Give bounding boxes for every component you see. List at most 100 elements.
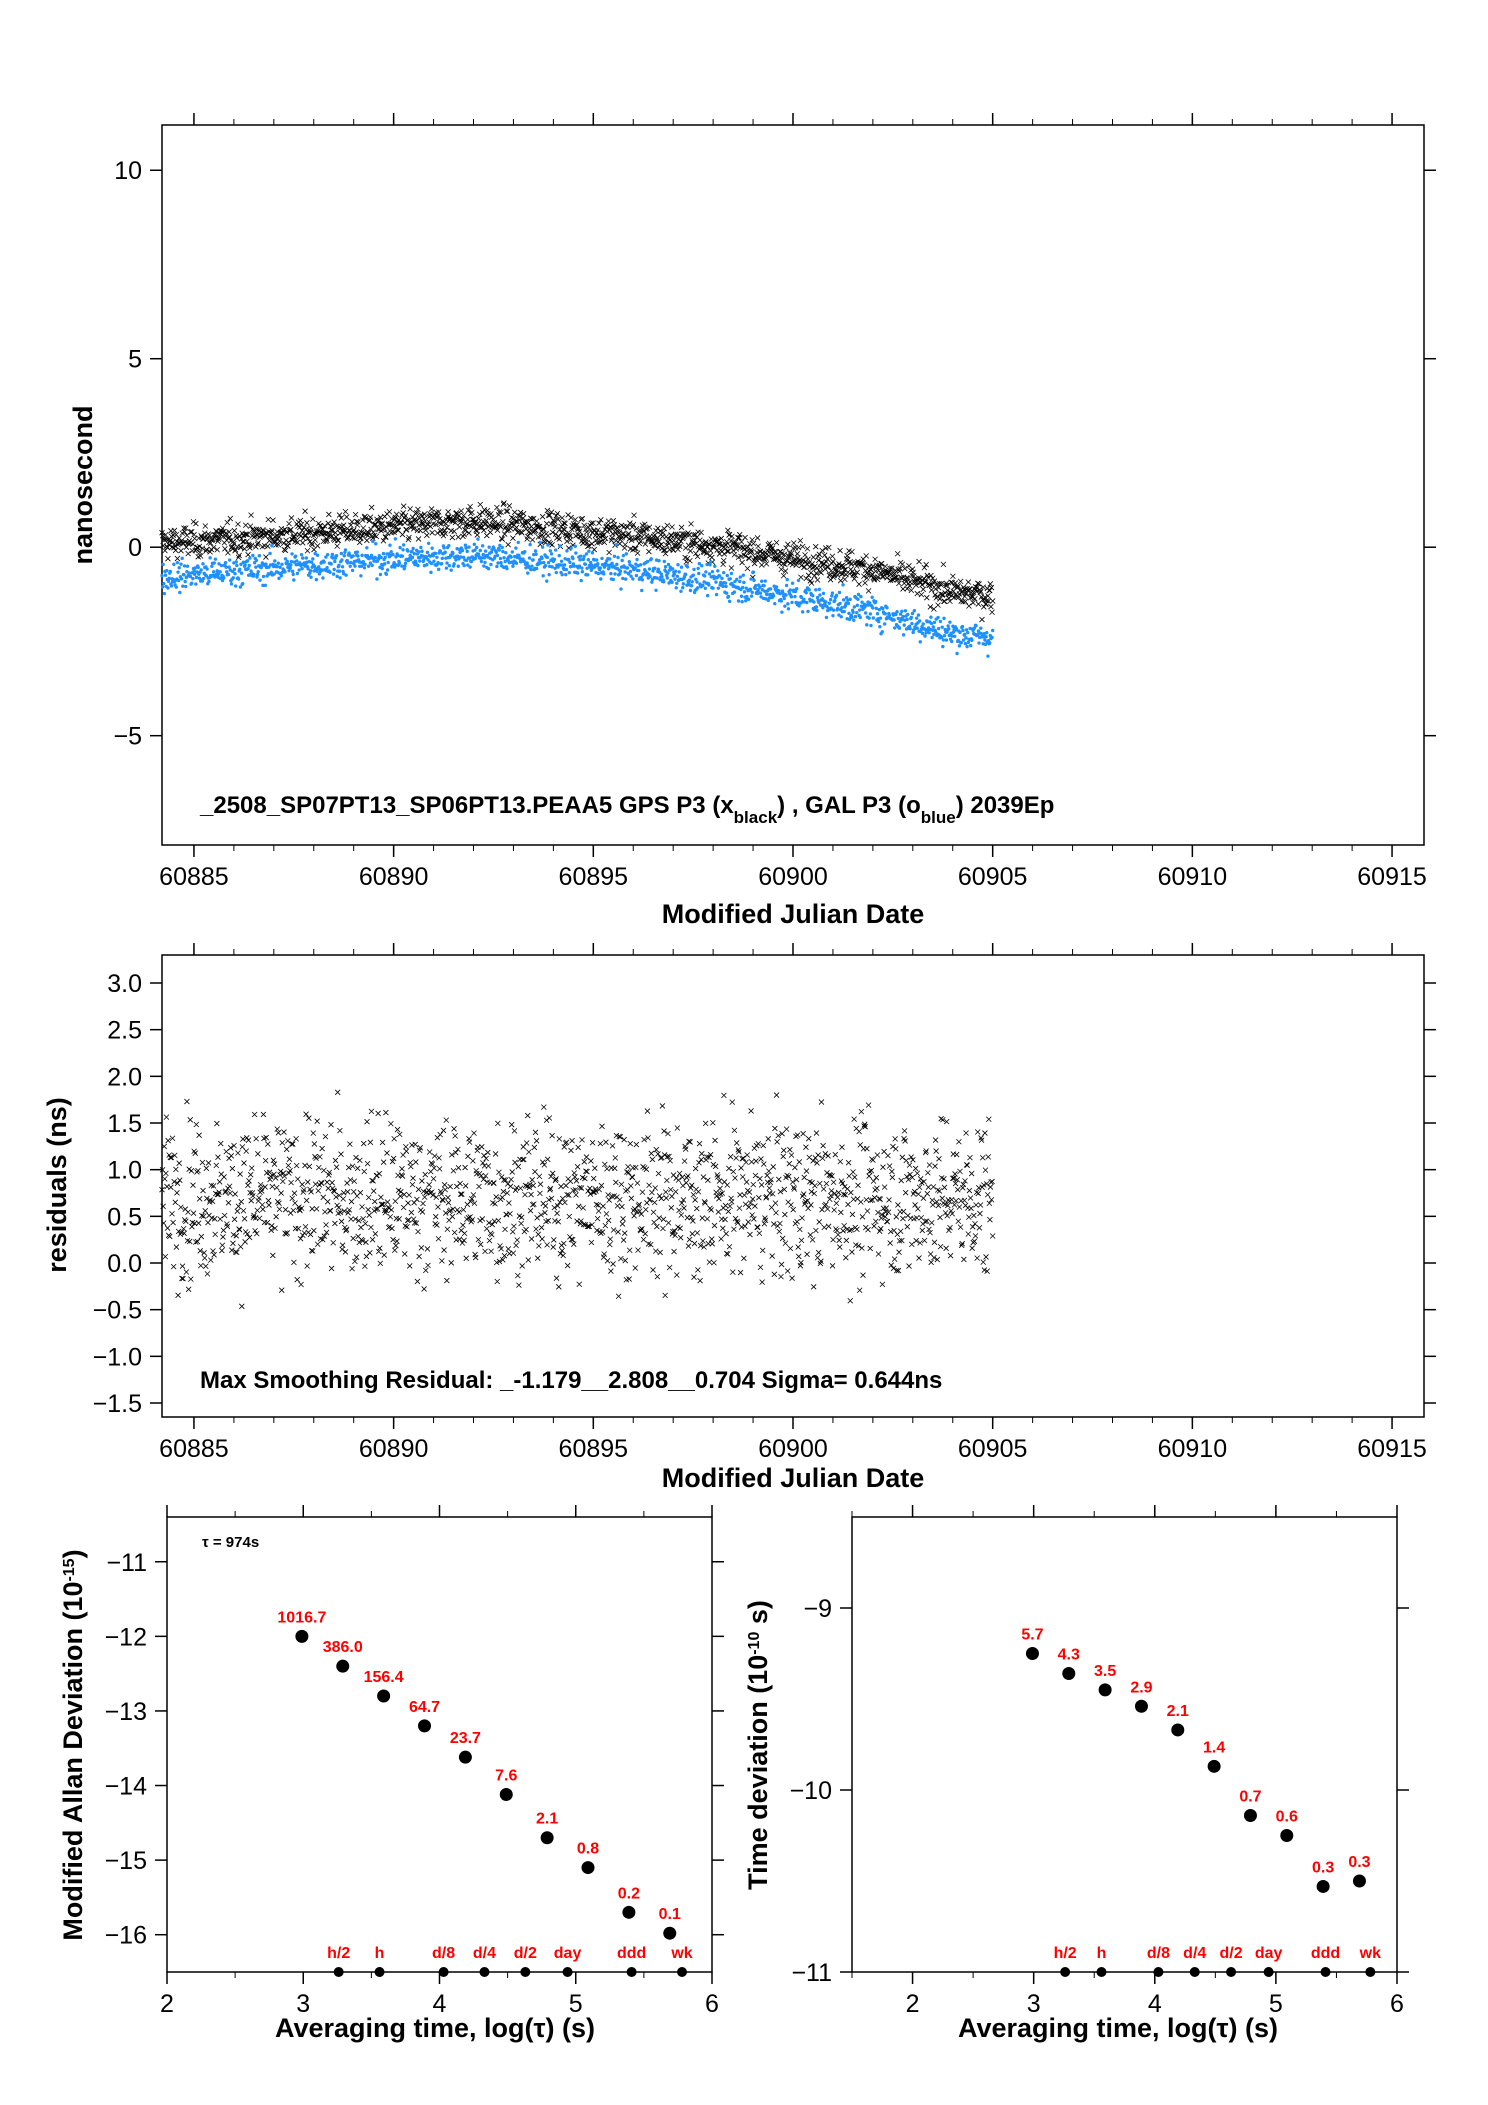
gal-point <box>167 576 171 581</box>
residual-point <box>724 1182 731 1188</box>
residual-point <box>289 1141 296 1147</box>
gps-point <box>851 576 858 582</box>
gal-point <box>951 630 956 634</box>
residual-point <box>739 1174 746 1180</box>
residual-point <box>373 1206 379 1213</box>
phase-series-caption: _2508_SP07PT13_SP06PT13.PEAA5 GPS P3 (xb… <box>199 792 1054 827</box>
residual-point <box>779 1235 786 1242</box>
residual-point <box>964 1162 970 1168</box>
residual-point <box>531 1144 538 1151</box>
residual-point <box>345 1210 351 1216</box>
residual-point <box>933 1148 939 1154</box>
gal-point <box>909 615 914 620</box>
residual-point <box>746 1204 752 1210</box>
gps-point <box>276 538 283 544</box>
gal-point <box>988 641 992 645</box>
gal-point <box>670 580 674 584</box>
gal-point <box>847 611 851 616</box>
residual-point <box>528 1191 534 1198</box>
gal-point <box>844 596 849 600</box>
residual-point <box>688 1214 695 1221</box>
gal-point <box>546 560 551 565</box>
residual-point <box>743 1159 749 1166</box>
gps-point <box>162 532 169 538</box>
residual-point <box>808 1188 815 1195</box>
gal-point <box>841 583 845 587</box>
residual-point <box>621 1136 627 1143</box>
gps-point <box>863 553 869 559</box>
gps-point <box>630 521 637 528</box>
gal-point <box>400 564 404 568</box>
deviation-point <box>295 1629 309 1643</box>
gal-point <box>181 584 185 588</box>
residual-point <box>926 1226 932 1233</box>
gal-point <box>374 542 378 546</box>
residual-point <box>900 1215 906 1222</box>
residual-point <box>235 1150 241 1156</box>
residual-point <box>522 1191 528 1198</box>
gps-point <box>579 515 586 522</box>
gal-point <box>252 561 257 565</box>
residual-point <box>617 1134 624 1140</box>
gal-point <box>426 541 431 545</box>
gal-point <box>392 561 396 565</box>
residual-point <box>670 1228 676 1235</box>
gps-point <box>222 546 228 552</box>
residual-point <box>705 1177 711 1183</box>
gal-point <box>285 559 289 564</box>
residual-point <box>588 1158 594 1164</box>
gal-point <box>957 644 962 648</box>
gal-point <box>703 586 707 590</box>
residual-point <box>414 1278 421 1285</box>
residual-point <box>178 1204 184 1211</box>
gps-point <box>545 532 551 539</box>
residual-point <box>196 1196 203 1202</box>
gal-point <box>627 572 631 576</box>
gal-point <box>952 634 957 638</box>
residual-point <box>269 1183 276 1190</box>
residual-point <box>769 1191 776 1197</box>
x-tick-label: 4 <box>433 1990 447 2018</box>
residual-point <box>625 1169 632 1176</box>
residual-point <box>949 1210 956 1217</box>
gps-point <box>210 544 217 551</box>
residual-point <box>915 1206 921 1212</box>
residual-point <box>864 1208 871 1214</box>
gal-point <box>162 591 167 596</box>
gal-point <box>902 623 906 627</box>
residual-point <box>292 1225 299 1232</box>
gal-point <box>501 549 505 554</box>
residual-point <box>907 1171 913 1178</box>
residual-point <box>906 1263 912 1269</box>
residual-point <box>939 1195 946 1202</box>
x-tick-label: 5 <box>1269 1990 1283 2018</box>
residual-point <box>397 1193 404 1199</box>
residual-point <box>469 1216 476 1223</box>
gps-point <box>683 559 690 565</box>
gps-point <box>755 543 761 550</box>
gal-point <box>695 580 699 584</box>
residual-point <box>730 1168 737 1175</box>
residual-point <box>624 1169 630 1175</box>
y-tick-label: −15 <box>105 1847 147 1875</box>
residual-point <box>516 1282 522 1288</box>
gal-point <box>248 556 252 560</box>
gal-point <box>662 559 667 564</box>
residual-point <box>911 1188 918 1195</box>
residual-point <box>589 1221 595 1228</box>
gal-point <box>607 565 611 570</box>
residual-point <box>685 1243 692 1249</box>
residual-point <box>430 1175 437 1182</box>
residual-point <box>186 1238 193 1245</box>
gps-point <box>741 552 747 558</box>
gps-point <box>510 515 517 522</box>
gps-point <box>467 503 473 510</box>
interval-marker <box>333 1967 344 1977</box>
residual-point <box>718 1236 724 1242</box>
residual-point <box>749 1196 756 1202</box>
gps-point <box>285 539 292 546</box>
residual-point <box>380 1201 386 1208</box>
gps-point <box>624 524 631 531</box>
y-tick-label: 0.0 <box>107 1250 142 1278</box>
residual-point <box>495 1217 502 1224</box>
